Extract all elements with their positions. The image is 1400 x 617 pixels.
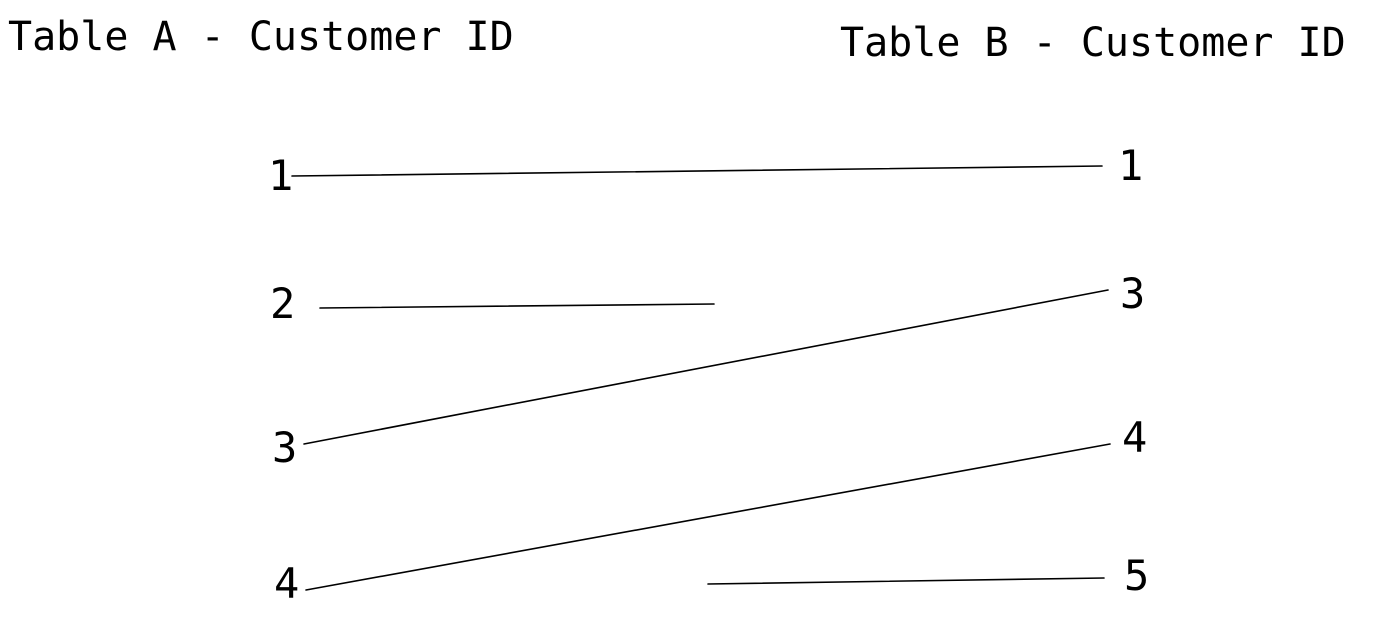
- table-b-id-5: 5: [1124, 551, 1149, 600]
- link-a3-b3: [304, 290, 1108, 444]
- table-b-id-1: 1: [1118, 141, 1143, 190]
- table-a-id-3: 3: [272, 423, 297, 472]
- link-unmatched-b5: [708, 578, 1104, 584]
- table-b-title: Table B - Customer ID: [840, 20, 1346, 66]
- link-a2-unmatched: [320, 304, 714, 308]
- table-a-title: Table A - Customer ID: [8, 14, 514, 60]
- table-b-id-3: 3: [1120, 269, 1145, 318]
- table-a-id-2: 2: [270, 279, 295, 328]
- link-a4-b4: [306, 444, 1110, 590]
- table-a-id-1: 1: [268, 151, 293, 200]
- link-a1-b1: [292, 166, 1102, 176]
- table-b-id-4: 4: [1122, 413, 1147, 462]
- table-a-id-4: 4: [274, 559, 299, 608]
